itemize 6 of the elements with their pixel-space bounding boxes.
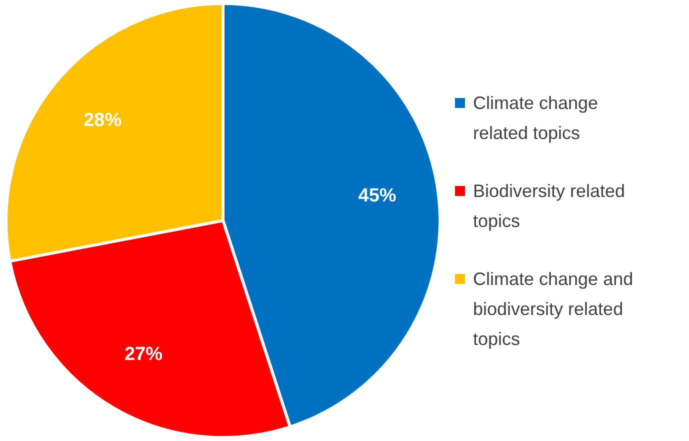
data-label: 28% [84,110,122,132]
data-label: 45% [358,185,396,206]
legend-label: Climate change related topics [473,92,600,145]
legend-label: Biodiversity related topics [473,180,626,233]
data-label: 27% [124,344,163,366]
legend-label: Climate change and biodiversity related topics [473,268,634,351]
